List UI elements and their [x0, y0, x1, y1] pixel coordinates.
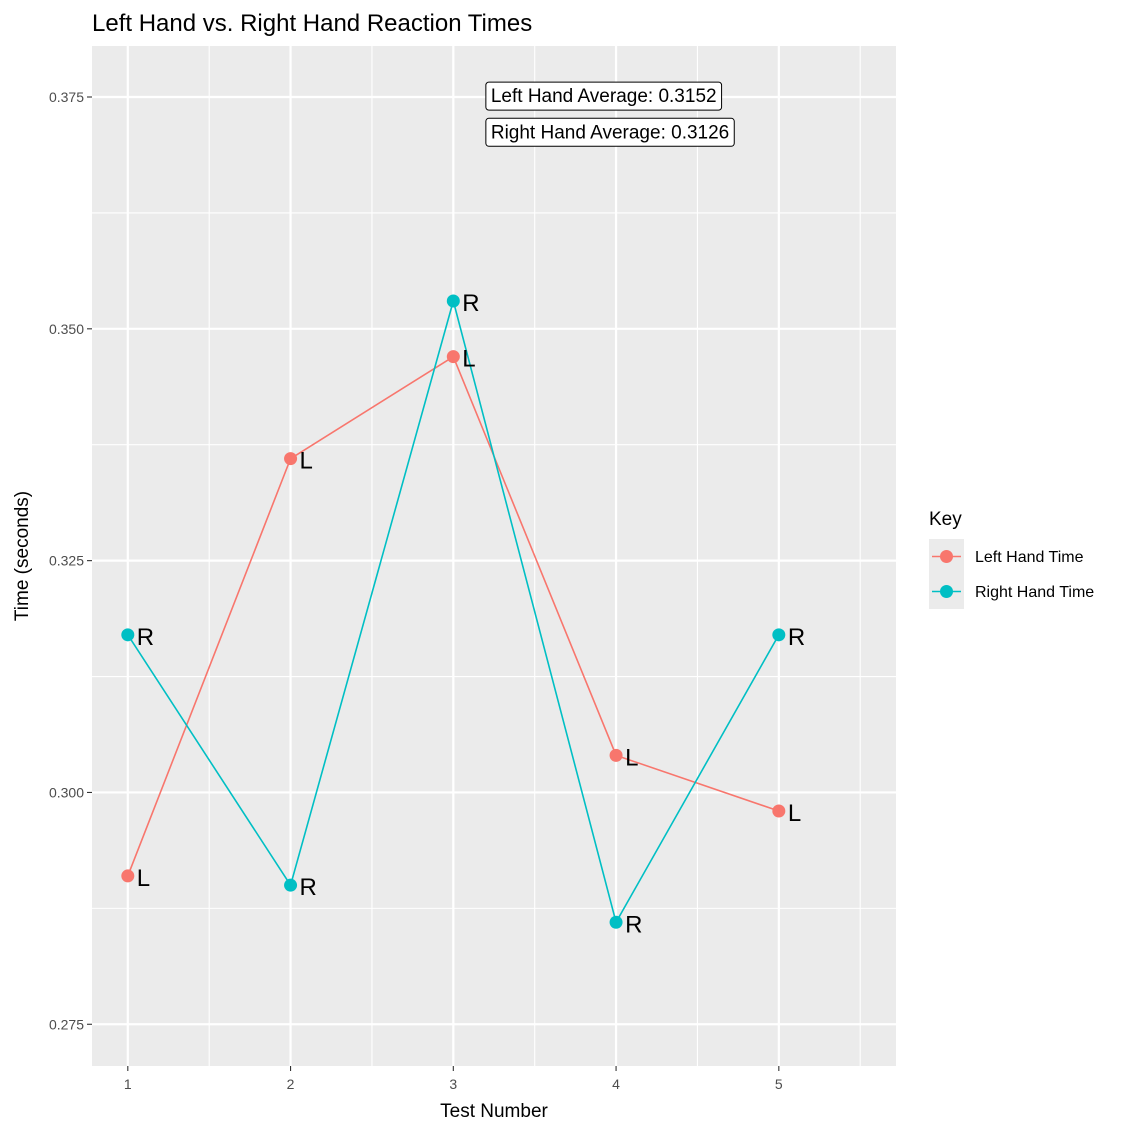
- data-point-left-hand: [446, 350, 460, 364]
- data-point-left-hand: [121, 869, 135, 883]
- data-point-right-hand: [772, 628, 786, 642]
- average-annotation: Right Hand Average: 0.3126: [485, 117, 735, 147]
- x-axis-title: Test Number: [440, 1101, 548, 1122]
- point-label-left-hand: L: [625, 744, 638, 771]
- series-lines: L L L L L R R R R R: [121, 290, 805, 938]
- data-point-right-hand: [121, 628, 135, 642]
- x-tick-label: 5: [775, 1076, 783, 1092]
- data-point-left-hand: [772, 804, 786, 818]
- point-label-left-hand: L: [300, 448, 313, 475]
- point-label-left-hand: L: [462, 346, 475, 373]
- average-annotation-text: Left Hand Average: 0.3152: [491, 86, 717, 107]
- data-point-right-hand: [609, 915, 623, 929]
- y-tick-label: 0.275: [49, 1016, 84, 1032]
- legend-label-left-hand: Left Hand Time: [975, 549, 1084, 566]
- y-tick-label: 0.325: [49, 553, 84, 569]
- point-label-left-hand: L: [788, 800, 801, 827]
- average-annotations: Left Hand Average: 0.3152 Right Hand Aver…: [485, 81, 735, 147]
- plot-panel: [92, 46, 896, 1066]
- x-tick-label: 3: [449, 1076, 457, 1092]
- point-label-right-hand: R: [462, 290, 479, 317]
- data-point-right-hand: [284, 878, 298, 892]
- data-point-left-hand: [284, 452, 298, 466]
- y-axis-title: Time (seconds): [12, 491, 33, 621]
- y-tick-label: 0.300: [49, 784, 84, 800]
- point-label-right-hand: R: [137, 624, 154, 651]
- average-annotation-text: Right Hand Average: 0.3126: [491, 122, 729, 143]
- y-tick-label: 0.350: [49, 321, 84, 337]
- x-tick-label: 4: [612, 1076, 620, 1092]
- point-label-right-hand: R: [300, 874, 317, 901]
- average-annotation: Left Hand Average: 0.3152: [485, 81, 723, 111]
- legend-key-point-right-hand: [940, 585, 953, 598]
- point-label-right-hand: R: [788, 624, 805, 651]
- legend-key-point-left-hand: [940, 550, 953, 563]
- x-tick-label: 2: [287, 1076, 295, 1092]
- legend-label-right-hand: Right Hand Time: [975, 584, 1094, 601]
- legend: Key Left Hand Time Right Hand Time: [929, 509, 1094, 609]
- point-label-right-hand: R: [625, 911, 642, 938]
- data-point-left-hand: [609, 748, 623, 762]
- average-annotation-box: [485, 81, 723, 111]
- data-point-right-hand: [446, 294, 460, 308]
- x-tick-label: 1: [124, 1076, 132, 1092]
- axes: 0.275 0.300 0.325 0.350 0.375 1 2 3 4 5: [49, 89, 783, 1092]
- chart-title: Left Hand vs. Right Hand Reaction Times: [92, 10, 532, 37]
- average-annotation-box: [485, 117, 735, 147]
- y-tick-label: 0.375: [49, 89, 84, 105]
- point-label-left-hand: L: [137, 865, 150, 892]
- legend-title: Key: [929, 509, 962, 530]
